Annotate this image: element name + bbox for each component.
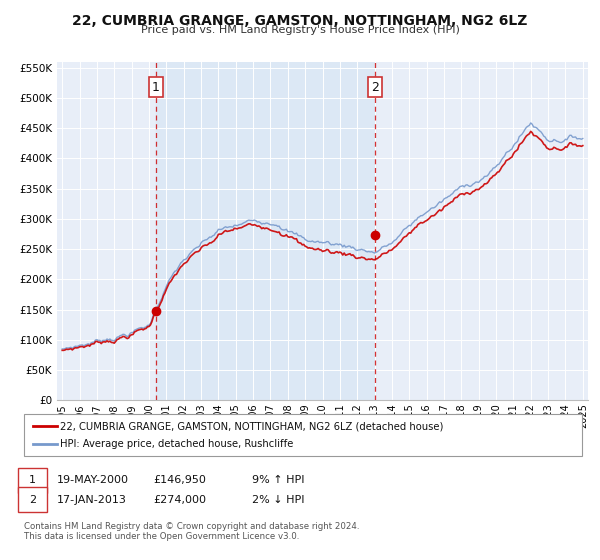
- Text: 2: 2: [371, 81, 379, 94]
- Text: HPI: Average price, detached house, Rushcliffe: HPI: Average price, detached house, Rush…: [60, 439, 293, 449]
- Text: £146,950: £146,950: [153, 475, 206, 486]
- Text: 2: 2: [29, 494, 36, 505]
- Text: 1: 1: [29, 475, 36, 486]
- Text: £274,000: £274,000: [153, 494, 206, 505]
- Text: Contains HM Land Registry data © Crown copyright and database right 2024.: Contains HM Land Registry data © Crown c…: [24, 522, 359, 531]
- Text: 9% ↑ HPI: 9% ↑ HPI: [252, 475, 305, 486]
- Text: 17-JAN-2013: 17-JAN-2013: [57, 494, 127, 505]
- Text: Price paid vs. HM Land Registry's House Price Index (HPI): Price paid vs. HM Land Registry's House …: [140, 25, 460, 35]
- Text: 19-MAY-2000: 19-MAY-2000: [57, 475, 129, 486]
- Text: 2% ↓ HPI: 2% ↓ HPI: [252, 494, 305, 505]
- Text: 22, CUMBRIA GRANGE, GAMSTON, NOTTINGHAM, NG2 6LZ (detached house): 22, CUMBRIA GRANGE, GAMSTON, NOTTINGHAM,…: [60, 421, 443, 431]
- Text: 22, CUMBRIA GRANGE, GAMSTON, NOTTINGHAM, NG2 6LZ: 22, CUMBRIA GRANGE, GAMSTON, NOTTINGHAM,…: [73, 14, 527, 28]
- Text: 1: 1: [152, 81, 160, 94]
- Bar: [155, 62, 375, 400]
- Text: This data is licensed under the Open Government Licence v3.0.: This data is licensed under the Open Gov…: [24, 532, 299, 541]
